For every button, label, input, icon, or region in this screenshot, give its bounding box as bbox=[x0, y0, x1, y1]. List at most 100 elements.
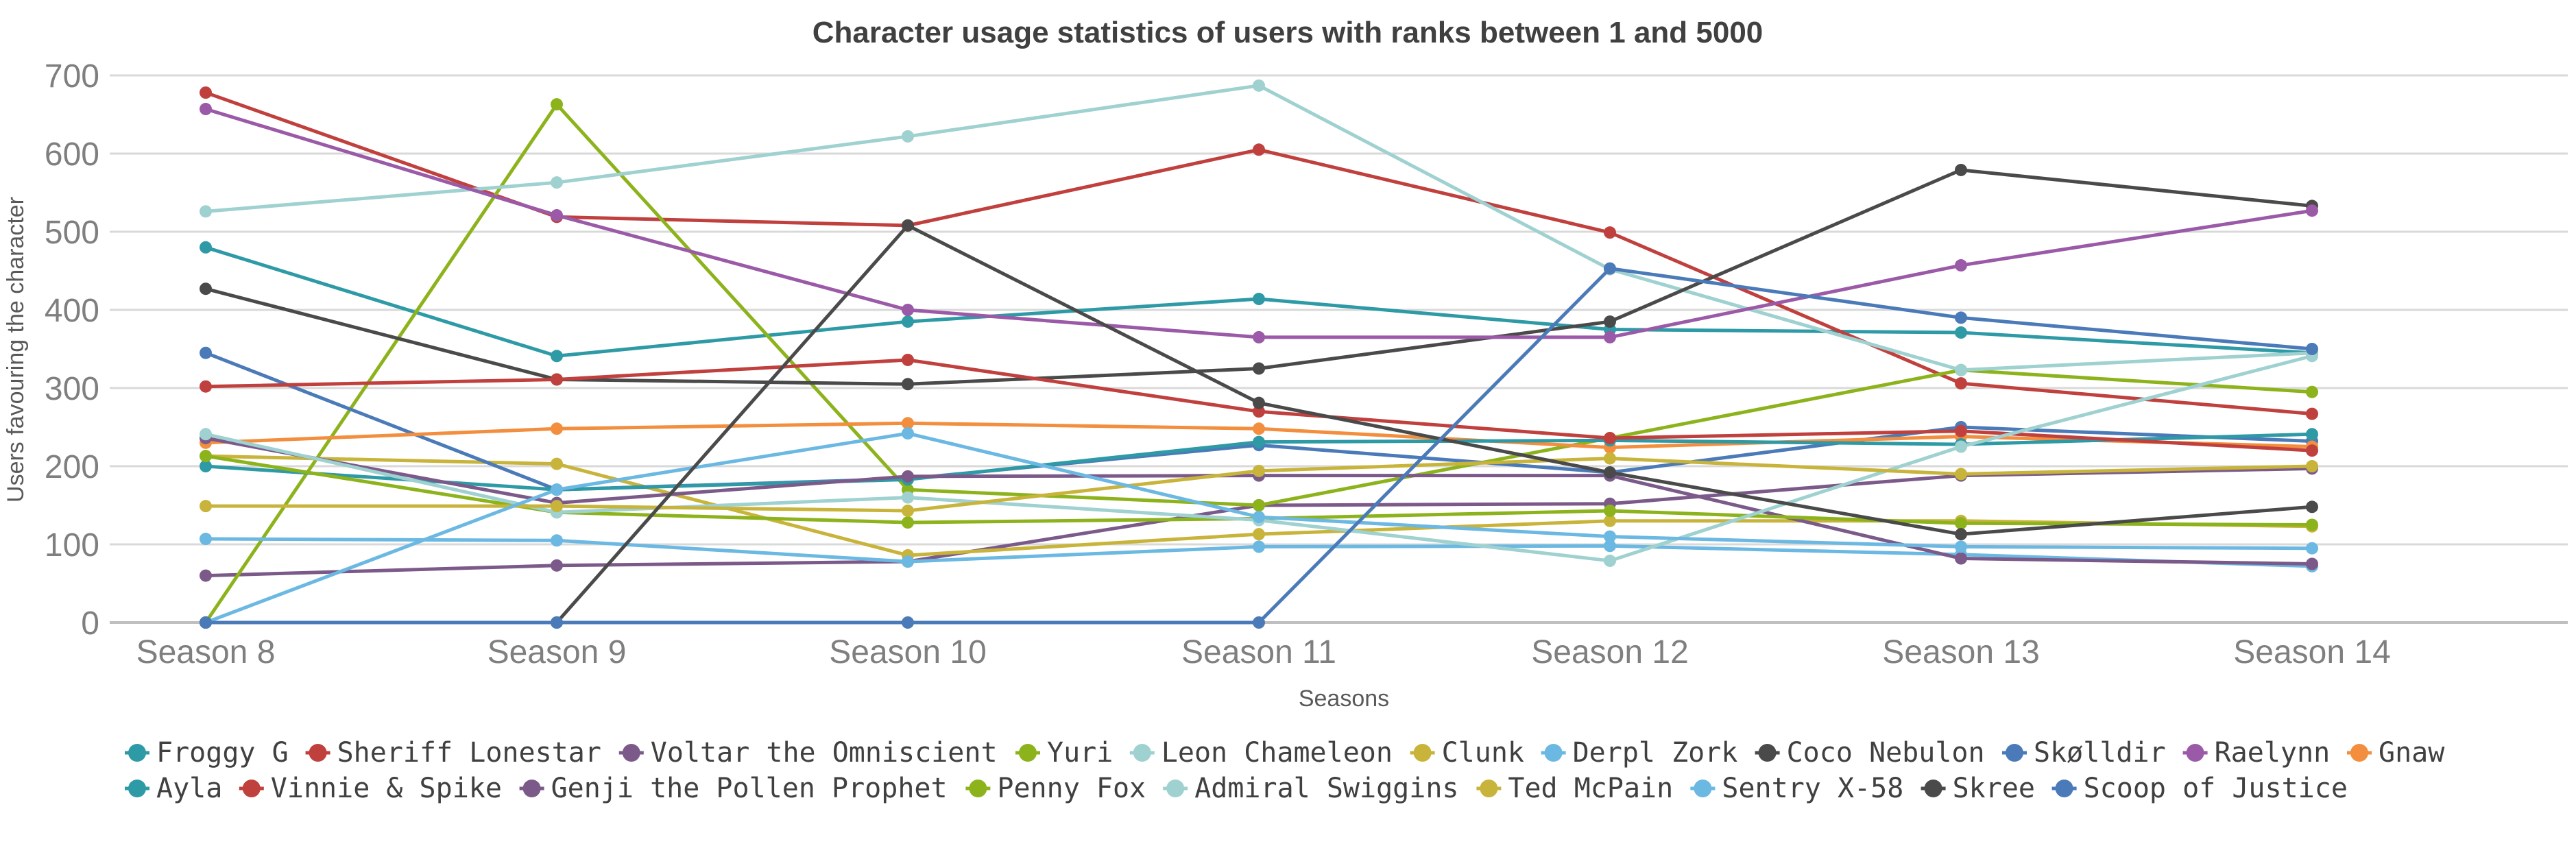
data-point bbox=[1955, 377, 1967, 390]
data-point bbox=[1604, 530, 1616, 543]
x-axis-title: Seasons bbox=[1299, 686, 1389, 712]
series-line bbox=[205, 168, 2313, 386]
data-point bbox=[2306, 557, 2318, 570]
y-tick-label: 200 bbox=[45, 449, 99, 485]
data-point bbox=[902, 491, 914, 504]
data-point bbox=[1604, 504, 1616, 517]
y-axis-title: Users favouring the character bbox=[3, 197, 29, 503]
data-point bbox=[1604, 514, 1616, 527]
legend-label: Genji the Pollen Prophet bbox=[551, 773, 948, 804]
legend-label: Voltar the Omniscient bbox=[651, 737, 998, 769]
legend-label: Yuri bbox=[1047, 737, 1113, 769]
data-point bbox=[551, 559, 563, 572]
data-point bbox=[1253, 396, 1265, 409]
data-point bbox=[551, 483, 563, 496]
legend-marker-dot bbox=[1413, 744, 1432, 762]
legend-label: Admiral Swiggins bbox=[1194, 773, 1458, 804]
data-point bbox=[200, 569, 212, 582]
data-point bbox=[2306, 542, 2318, 555]
x-tick-label: Season 8 bbox=[136, 634, 276, 671]
legend-label: Scoop of Justice bbox=[2084, 773, 2348, 804]
gridlines bbox=[110, 74, 2568, 624]
legend-item: Coco Nebulon bbox=[1755, 737, 1985, 769]
y-axis-ticks: 0 100 200 300 400 500 600 700 bbox=[45, 58, 99, 642]
data-point bbox=[1604, 262, 1616, 275]
legend-item: Yuri bbox=[1015, 737, 1113, 769]
legend-marker-dot bbox=[2055, 780, 2073, 797]
data-point bbox=[902, 555, 914, 568]
data-point bbox=[1253, 79, 1265, 92]
data-point bbox=[1955, 468, 1967, 481]
data-point bbox=[551, 373, 563, 386]
data-point bbox=[1955, 540, 1967, 553]
legend-label: Derpl Zork bbox=[1573, 737, 1738, 769]
data-point bbox=[1253, 464, 1265, 477]
y-tick-label: 0 bbox=[81, 605, 99, 642]
legend-marker-dot bbox=[2350, 744, 2368, 762]
legend-item: Raelynn bbox=[2182, 737, 2330, 769]
series-group bbox=[200, 427, 2318, 629]
legend-marker-dot bbox=[1758, 744, 1777, 762]
x-tick-label: Season 9 bbox=[487, 634, 627, 671]
series-group bbox=[200, 452, 2318, 517]
data-point bbox=[2306, 343, 2318, 355]
legend-item: Gnaw bbox=[2347, 737, 2445, 769]
data-point bbox=[902, 219, 914, 232]
data-point bbox=[551, 534, 563, 547]
legend-marker-dot bbox=[1133, 744, 1151, 762]
data-point bbox=[200, 450, 212, 463]
y-tick-label: 300 bbox=[45, 371, 99, 407]
data-point bbox=[200, 428, 212, 441]
series-line bbox=[205, 84, 2313, 372]
data-point bbox=[2306, 460, 2318, 472]
y-tick-label: 600 bbox=[45, 136, 99, 173]
data-point bbox=[902, 427, 914, 440]
data-point bbox=[1955, 363, 1967, 376]
data-point bbox=[1955, 517, 1967, 530]
y-tick-label: 100 bbox=[45, 527, 99, 564]
data-point bbox=[1955, 528, 1967, 541]
series-group bbox=[200, 241, 2318, 363]
data-point bbox=[551, 457, 563, 470]
x-axis-ticks: Season 8 Season 9 Season 10 Season 11 Season… bbox=[136, 634, 2391, 671]
series-group bbox=[200, 262, 2318, 629]
data-point bbox=[1253, 540, 1265, 553]
data-point bbox=[1955, 326, 1967, 339]
data-point bbox=[551, 350, 563, 363]
legend-marker-dot bbox=[522, 780, 541, 797]
data-point bbox=[902, 616, 914, 629]
data-point bbox=[200, 103, 212, 116]
y-tick-label: 400 bbox=[45, 293, 99, 329]
legend-marker-dot bbox=[2006, 744, 2023, 762]
data-point bbox=[200, 533, 212, 546]
data-point bbox=[551, 98, 563, 111]
legend-item: Voltar the Omniscient bbox=[618, 737, 998, 769]
legend-item: Penny Fox bbox=[965, 773, 1146, 804]
legend-label: Skree bbox=[1953, 773, 2035, 804]
legend-item: Genji the Pollen Prophet bbox=[519, 773, 948, 804]
x-tick-label: Season 14 bbox=[2233, 634, 2391, 671]
legend-marker-dot bbox=[1544, 744, 1563, 762]
data-point bbox=[2306, 500, 2318, 514]
legend-marker-dot bbox=[242, 780, 261, 797]
data-point bbox=[1955, 552, 1967, 565]
data-point bbox=[1253, 143, 1265, 156]
data-point bbox=[1253, 528, 1265, 541]
data-point bbox=[2306, 444, 2318, 457]
legend-label: Vinnie & Spike bbox=[271, 773, 502, 804]
series-group bbox=[200, 163, 2318, 391]
legend-item: Skølldir bbox=[2002, 737, 2166, 769]
data-point bbox=[200, 500, 212, 513]
data-point bbox=[902, 504, 914, 517]
data-point bbox=[1253, 435, 1265, 448]
data-point bbox=[200, 460, 212, 472]
data-point bbox=[902, 417, 914, 430]
legend-marker-dot bbox=[1694, 780, 1712, 797]
data-point bbox=[551, 176, 563, 189]
legend-marker-dot bbox=[1019, 744, 1037, 762]
legend-item: Ayla bbox=[125, 773, 222, 804]
legend-item: Sheriff Lonestar bbox=[305, 737, 601, 769]
x-tick-label: Season 10 bbox=[829, 634, 987, 671]
data-point bbox=[200, 241, 212, 254]
data-point bbox=[1604, 466, 1616, 479]
